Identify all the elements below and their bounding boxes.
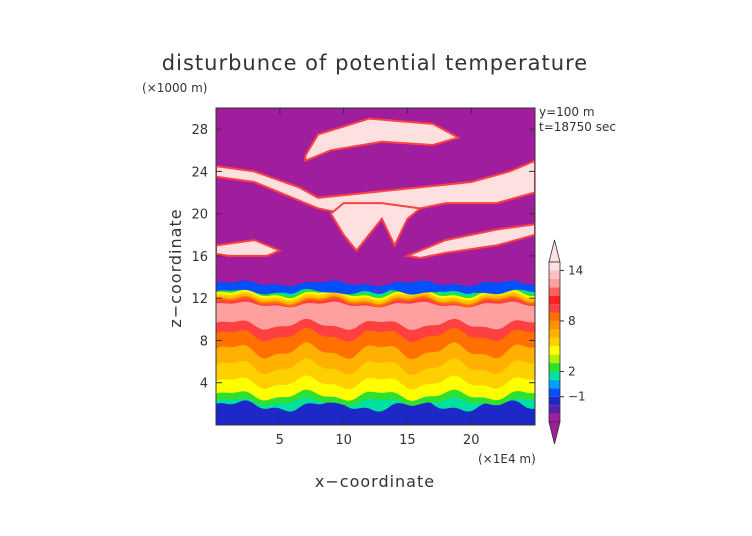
- y-tick-label: 28: [191, 123, 208, 138]
- central-plume: [329, 202, 423, 253]
- colorbar-swatch: [549, 337, 560, 347]
- x-tick-label: 15: [399, 433, 416, 448]
- x-tick-label: 10: [335, 433, 352, 448]
- x-axis-label: x−coordinate: [315, 472, 435, 491]
- colorbar-swatch: [549, 320, 560, 330]
- colorbar-swatch: [549, 312, 560, 321]
- y-tick-label: 16: [191, 250, 208, 265]
- y-tick-label: 24: [191, 165, 208, 180]
- colorbar-tick-label: −1: [568, 390, 586, 404]
- field-band-deep-blue: [216, 400, 535, 425]
- colorbar-tick-label: 14: [568, 263, 583, 277]
- colorbar-min-arrow: [548, 421, 561, 445]
- field-band-tropopause: [216, 280, 535, 295]
- mid-layer: [216, 159, 535, 215]
- field-band-pink: [216, 301, 535, 331]
- colorbar-swatch: [549, 396, 560, 406]
- colorbar-swatch: [549, 278, 560, 288]
- y-tick-label: 4: [200, 377, 208, 392]
- annotation-t: t=18750 sec: [539, 120, 616, 134]
- y-tick-label: 20: [191, 208, 208, 223]
- colorbar-swatch: [549, 371, 560, 380]
- colorbar-swatch: [549, 329, 560, 338]
- x-scale-label: (×1E4 m): [478, 452, 536, 466]
- colorbar-swatch: [549, 388, 560, 397]
- plot-frame: [215, 107, 536, 426]
- colorbar-swatch: [549, 413, 560, 422]
- upper-anvil: [304, 117, 462, 163]
- x-tick-label: 20: [463, 433, 480, 448]
- chart-title: disturbunce of potential temperature: [162, 51, 588, 75]
- x-tick-label: 5: [276, 433, 284, 448]
- colorbar-swatch: [549, 287, 560, 296]
- annotation-y: y=100 m: [539, 105, 595, 119]
- colorbar-tick-label: 8: [568, 314, 576, 328]
- colorbar-swatch: [549, 304, 560, 313]
- colorbar-tick-label: 2: [568, 364, 576, 378]
- plot-area: [216, 108, 535, 425]
- right-wing: [403, 223, 535, 260]
- colorbar-swatch: [549, 405, 560, 414]
- colorbar-swatch: [549, 295, 560, 305]
- y-scale-label: (×1000 m): [142, 81, 207, 95]
- left-wing: [216, 239, 283, 257]
- y-axis-label: z−coordinate: [166, 208, 185, 327]
- y-tick-label: 8: [200, 334, 208, 349]
- colorbar-swatch: [549, 270, 560, 279]
- colorbar-swatch: [549, 346, 560, 355]
- colorbar-max-arrow: [548, 239, 561, 263]
- y-tick-label: 12: [191, 292, 208, 307]
- colorbar-swatch: [549, 363, 560, 372]
- colorbar-swatch: [549, 354, 560, 364]
- colorbar-swatch: [549, 262, 560, 271]
- colorbar: 14 8 2 −1: [548, 239, 586, 445]
- colorbar-swatch: [549, 379, 560, 389]
